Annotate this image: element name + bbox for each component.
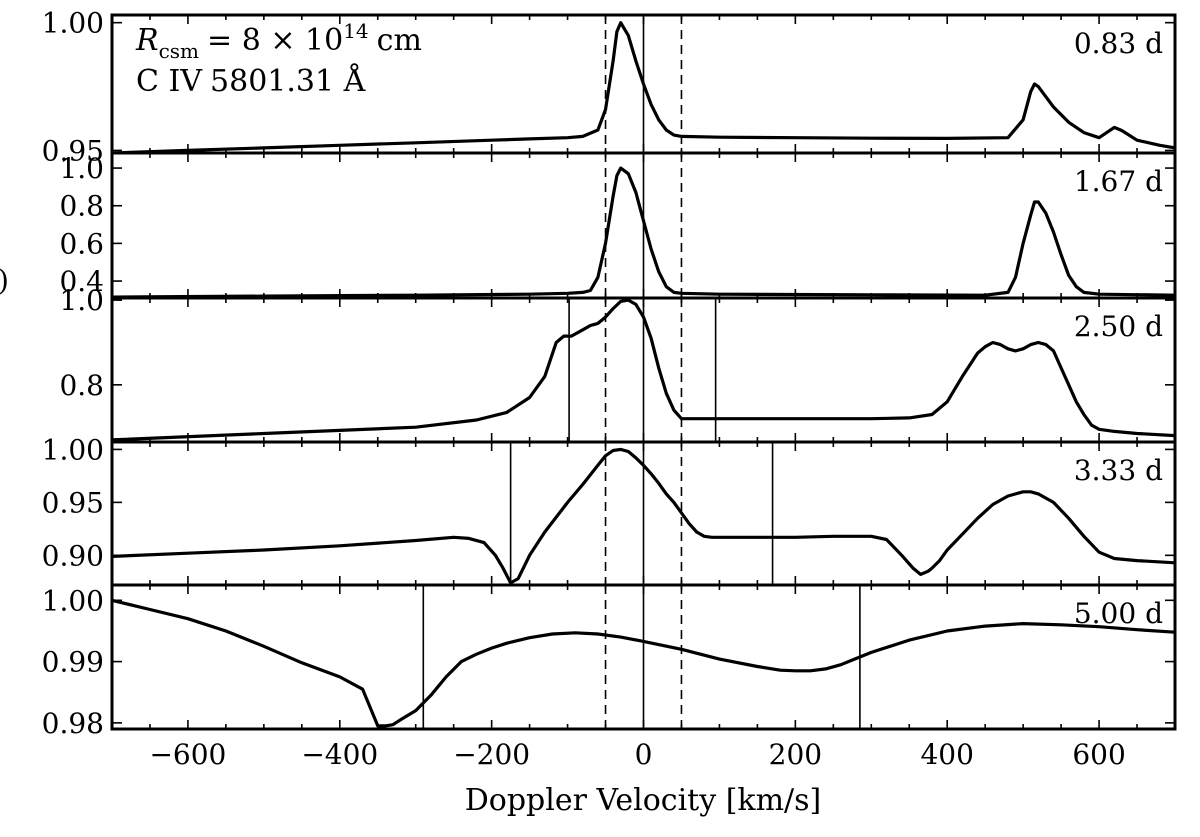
y-tick-label: 1.0 — [59, 284, 104, 317]
rcsm-exponent: 14 — [343, 19, 368, 43]
epoch-label: 3.33 d — [1074, 454, 1163, 487]
y-axis-title-fragment: ) — [0, 264, 9, 297]
panels-layer: 0.95 1.00 0.83 d 0.4 0.6 0.8 1.0 1.67 d 0.8 1.0 2.… — [42, 7, 1177, 771]
y-tick-label: 0.4 — [59, 265, 104, 298]
x-axis-title: Doppler Velocity [km/s] — [465, 783, 822, 818]
annotation-line-id: C IV 5801.31 Å — [136, 63, 366, 99]
y-tick-label: 1.0 — [59, 152, 104, 185]
spectrum-line-2.50d — [112, 298, 1175, 442]
annotation-layer: Rcsm = 8 × 1014 cm C IV 5801.31 Å Doppler V… — [0, 19, 821, 818]
epoch-label: 0.83 d — [1074, 27, 1163, 60]
rcsm-equation: = 8 × 10 — [207, 23, 343, 58]
y-tick-label: 0.99 — [42, 646, 104, 679]
y-tick-label: 0.95 — [42, 486, 104, 519]
y-tick-label: 0.98 — [42, 707, 104, 740]
x-tick-label: 400 — [920, 738, 973, 771]
spectrum-line-3.33d — [112, 447, 1175, 585]
y-tick-label: 0.95 — [42, 134, 104, 167]
line-ion: C IV — [136, 64, 203, 99]
spectrum-line-0.83d — [112, 21, 1175, 153]
x-tick-label: −600 — [149, 738, 226, 771]
annotation-rcsm: Rcsm = 8 × 1014 cm — [135, 19, 422, 63]
rcsm-subscript: csm — [159, 39, 199, 63]
epoch-label: 5.00 d — [1074, 597, 1163, 630]
y-tick-label: 0.6 — [59, 227, 104, 260]
line-wavelength: 5801.31 Å — [210, 63, 366, 99]
x-tick-label: 200 — [769, 738, 822, 771]
rcsm-unit: cm — [377, 23, 422, 58]
x-tick-label: 600 — [1072, 738, 1125, 771]
y-tick-label: 0.8 — [59, 190, 104, 223]
spectrum-line-1.67d — [112, 166, 1175, 298]
panel-2: 0.4 0.6 0.8 1.0 1.67 d — [59, 151, 1177, 300]
panel-4: 0.90 0.95 1.00 3.33 d — [42, 433, 1177, 587]
y-tick-label: 0.90 — [42, 539, 104, 572]
y-tick-label: 0.8 — [59, 369, 104, 402]
y-tick-label: 1.00 — [42, 584, 104, 617]
x-tick-label: −200 — [453, 738, 530, 771]
rcsm-symbol: R — [135, 23, 159, 58]
panel-5: 0.98 0.99 1.00 5.00 d — [42, 583, 1177, 740]
x-tick-label: −400 — [301, 738, 378, 771]
y-tick-label: 1.00 — [42, 433, 104, 466]
epoch-label: 2.50 d — [1074, 310, 1163, 343]
x-tick-label: 0 — [635, 738, 653, 771]
panel-3: 0.8 1.0 2.50 d — [59, 284, 1177, 444]
spectrum-line-5.00d — [112, 598, 1175, 728]
y-tick-label: 1.00 — [42, 7, 104, 40]
epoch-label: 1.67 d — [1074, 165, 1163, 198]
